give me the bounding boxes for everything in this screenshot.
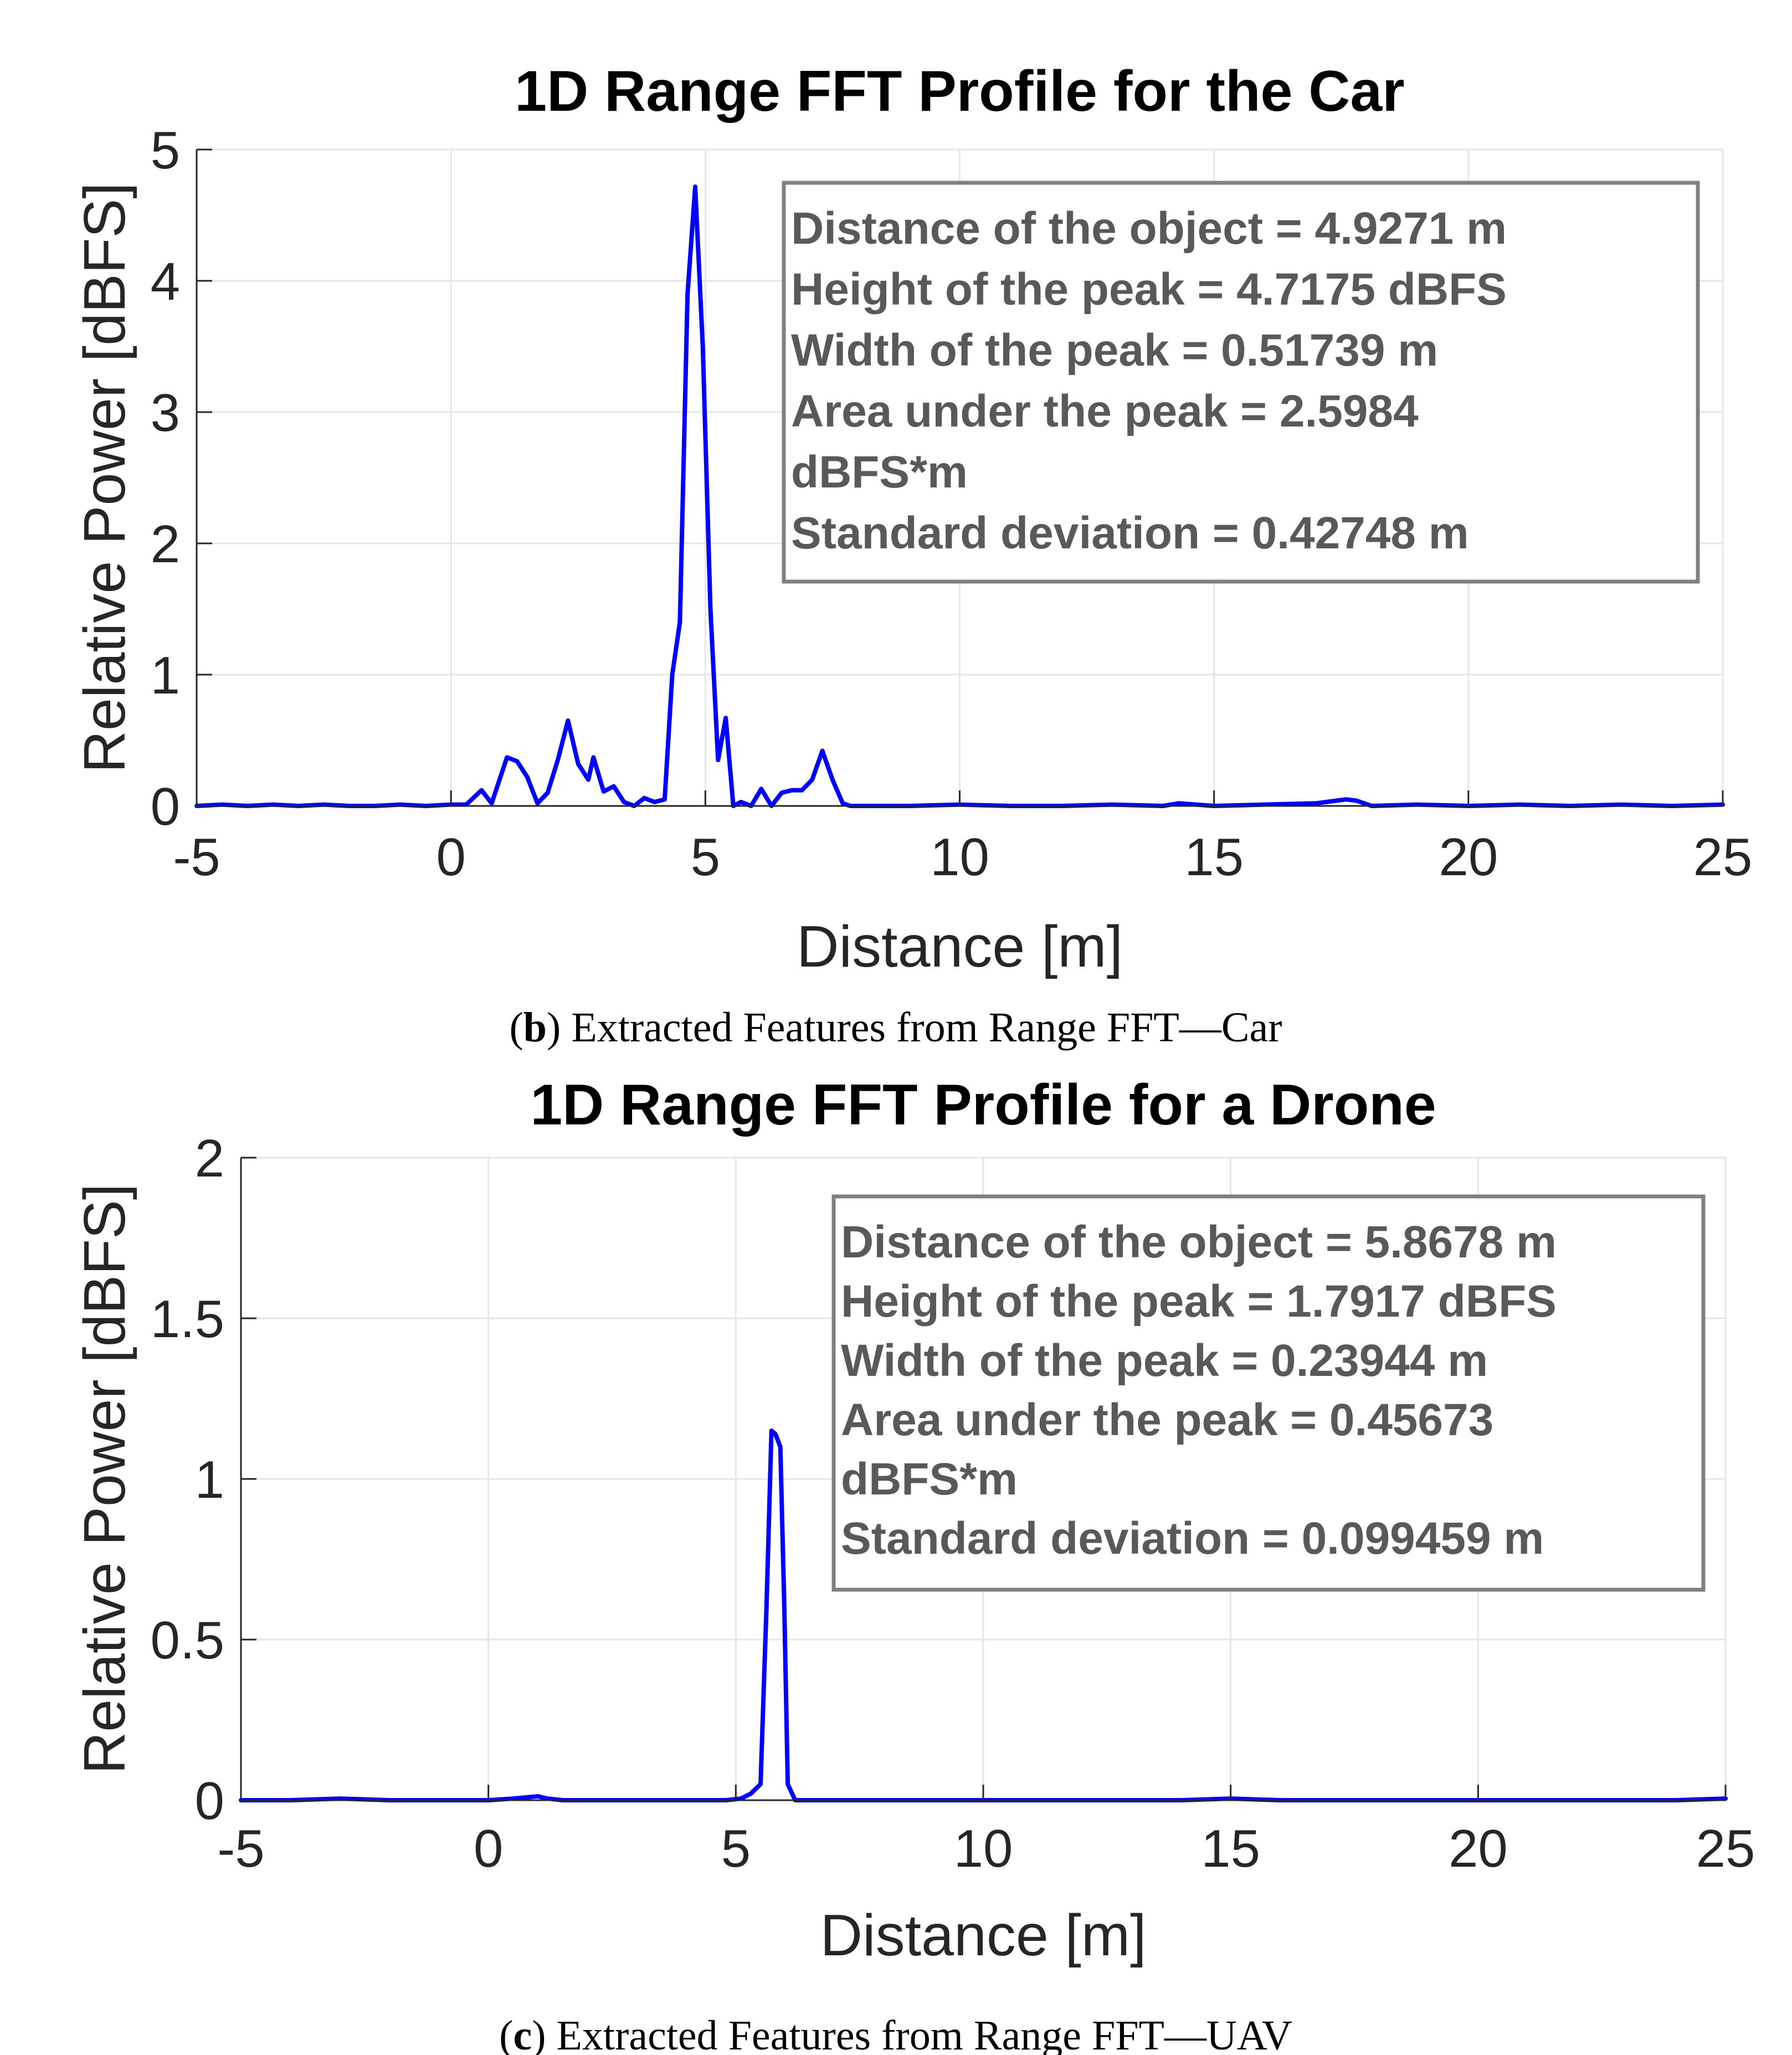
- caption-text: Extracted Features from Range FFT—Car: [561, 1004, 1282, 1051]
- x-tick-label: -5: [173, 828, 220, 887]
- chart-title: 1D Range FFT Profile for the Car: [515, 59, 1404, 124]
- figure-caption: (b) Extracted Features from Range FFT—Ca…: [509, 1004, 1282, 1051]
- x-axis-label: Distance [m]: [797, 914, 1123, 979]
- x-axis-label: Distance [m]: [820, 1903, 1146, 1968]
- y-axis-label: Relative Power [dBFS]: [72, 1184, 137, 1774]
- x-tick-label: 20: [1439, 828, 1498, 887]
- x-tick-label: 10: [930, 828, 989, 887]
- y-tick-label: 2: [195, 1129, 224, 1188]
- x-tick-label: 15: [1201, 1819, 1260, 1878]
- annotation-line: Standard deviation = 0.099459 m: [841, 1513, 1544, 1564]
- caption-label: b: [523, 1004, 547, 1051]
- x-tick-label: 15: [1184, 828, 1244, 887]
- x-tick-label: 0: [436, 828, 465, 887]
- caption-text: Extracted Features from Range FFT—UAV: [546, 2012, 1292, 2055]
- x-tick-label: 10: [954, 1819, 1013, 1878]
- x-tick-label: 25: [1693, 828, 1753, 887]
- y-tick-label: 1: [151, 646, 180, 705]
- annotation-box: [831, 1194, 1706, 1592]
- y-tick-label: 0.5: [151, 1611, 224, 1670]
- y-axis-label: Relative Power [dBFS]: [72, 182, 137, 773]
- annotation-line: Height of the peak = 1.7917 dBFS: [841, 1276, 1557, 1327]
- y-tick-label: 5: [151, 121, 180, 180]
- x-tick-label: 0: [474, 1819, 503, 1878]
- caption-label: c: [513, 2012, 532, 2055]
- annotation-line: Area under the peak = 0.45673: [841, 1395, 1493, 1445]
- y-tick-label: 1.5: [151, 1289, 224, 1349]
- y-tick-label: 1: [195, 1450, 224, 1509]
- annotation-line: Area under the peak = 2.5984: [791, 386, 1419, 436]
- x-tick-label: 5: [721, 1819, 751, 1878]
- annotation-line: Width of the peak = 0.23944 m: [841, 1335, 1488, 1386]
- y-tick-label: 4: [151, 252, 180, 311]
- y-tick-label: 0: [151, 777, 180, 836]
- chart-title: 1D Range FFT Profile for a Drone: [530, 1073, 1436, 1137]
- annotation-line: Distance of the object = 4.9271 m: [791, 203, 1507, 254]
- y-tick-label: 3: [151, 383, 180, 443]
- annotation-line: Standard deviation = 0.42748 m: [791, 508, 1469, 558]
- annotation-line: dBFS*m: [791, 447, 968, 497]
- x-tick-label: 25: [1696, 1819, 1755, 1878]
- x-tick-label: 20: [1449, 1819, 1508, 1878]
- x-tick-label: -5: [217, 1819, 264, 1878]
- figure-caption: (c) Extracted Features from Range FFT—UA…: [499, 2012, 1292, 2055]
- y-tick-label: 0: [195, 1771, 224, 1831]
- y-tick-label: 2: [151, 515, 180, 574]
- annotation-box: [782, 181, 1700, 584]
- annotation-line: Height of the peak = 4.7175 dBFS: [791, 264, 1507, 315]
- annotation-line: Distance of the object = 5.8678 m: [841, 1217, 1557, 1267]
- annotation-line: Width of the peak = 0.51739 m: [791, 325, 1438, 376]
- annotation-line: dBFS*m: [841, 1454, 1018, 1504]
- x-tick-label: 5: [691, 828, 720, 887]
